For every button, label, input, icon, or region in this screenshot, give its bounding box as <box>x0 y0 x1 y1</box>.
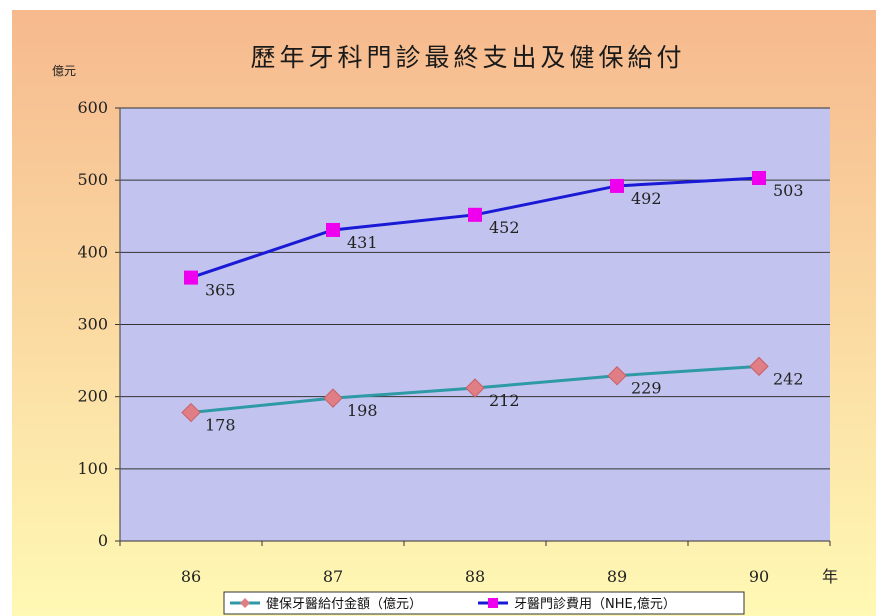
x-tick-label: 87 <box>323 567 343 586</box>
x-tick-label: 90 <box>749 567 769 586</box>
x-tick-label: 86 <box>181 567 201 586</box>
data-label: 229 <box>631 379 662 398</box>
legend-item: 健保牙醫給付金額（億元） <box>230 596 422 612</box>
data-point <box>465 378 485 398</box>
series-layer: 178 198 212 229 242 365 431 452 492 503 <box>181 171 804 435</box>
data-label: 503 <box>773 181 804 200</box>
data-label: 242 <box>773 369 804 388</box>
data-label: 452 <box>489 218 520 237</box>
data-label: 431 <box>347 233 378 252</box>
legend-label: 健保牙醫給付金額（億元） <box>266 596 422 612</box>
legend: 健保牙醫給付金額（億元） 牙醫門診費用（NHE,億元） <box>223 591 745 615</box>
data-point <box>323 388 343 408</box>
data-label: 212 <box>489 391 520 410</box>
data-point <box>181 402 201 423</box>
data-label: 492 <box>631 189 662 208</box>
data-label: 198 <box>347 401 378 420</box>
legend-marker <box>488 598 498 608</box>
chart-title: 歷年牙科門診最終支出及健保給付 <box>250 43 685 72</box>
legend-item: 牙醫門診費用（NHE,億元） <box>478 596 676 612</box>
data-point <box>607 366 627 386</box>
data-label: 365 <box>205 281 236 300</box>
y-tick-label: 0 <box>98 531 108 550</box>
y-tick-label: 300 <box>77 315 108 334</box>
data-point <box>326 222 340 237</box>
axes: 600 500 400 300 200 100 0 86 87 88 89 90 <box>77 98 831 586</box>
y-tick-label: 100 <box>77 459 108 478</box>
data-point <box>184 270 198 285</box>
legend-marker <box>240 598 250 608</box>
y-tick-label: 400 <box>77 242 108 261</box>
data-label: 178 <box>205 416 236 435</box>
data-point <box>749 356 769 377</box>
y-tick-label: 200 <box>77 387 108 406</box>
x-tick-label: 89 <box>607 567 627 586</box>
gridlines <box>120 107 830 470</box>
data-point <box>468 207 482 222</box>
data-point <box>610 178 624 193</box>
x-axis-unit-label: 年 <box>822 567 838 586</box>
series-0: 178 198 212 229 242 <box>181 356 804 435</box>
series-1: 365 431 452 492 503 <box>184 171 804 300</box>
y-tick-label: 600 <box>77 98 108 117</box>
x-tick-label: 88 <box>465 567 485 586</box>
y-tick-label: 500 <box>77 170 108 189</box>
y-axis-unit-label: 億元 <box>52 64 76 78</box>
data-point <box>752 171 766 186</box>
legend-label: 牙醫門診費用（NHE,億元） <box>514 596 676 612</box>
